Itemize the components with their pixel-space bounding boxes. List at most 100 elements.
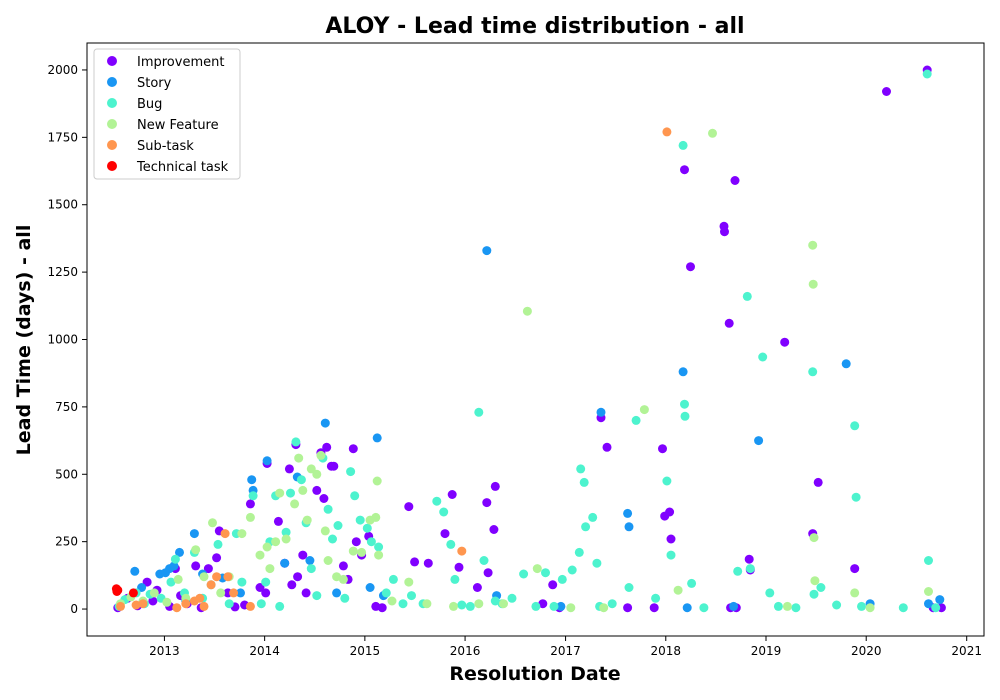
point-improvement-47 [440, 529, 450, 539]
point-improvement-66 [680, 165, 689, 175]
point-improvement-45 [410, 557, 420, 567]
x-tick-label: 2013 [149, 644, 180, 658]
point-improvement-48 [447, 490, 457, 499]
point-bug-27 [306, 564, 316, 574]
point-new-feature-53 [810, 576, 820, 586]
point-bug-62 [574, 547, 584, 557]
point-improvement-79 [850, 564, 860, 574]
point-new-feature-41 [474, 599, 484, 609]
point-improvement-20 [261, 588, 271, 598]
point-bug-66 [588, 512, 598, 522]
point-improvement-46 [423, 558, 433, 568]
point-bug-89 [816, 583, 826, 592]
point-new-feature-30 [338, 574, 348, 584]
legend-marker-sub-task [107, 140, 117, 150]
point-new-feature-5 [173, 574, 183, 584]
point-new-feature-8 [199, 572, 209, 582]
point-improvement-53 [489, 525, 499, 534]
point-sub-task-11 [223, 572, 233, 582]
point-bug-82 [745, 564, 755, 574]
point-improvement-54 [490, 481, 500, 491]
y-tick-label: 1000 [47, 333, 78, 347]
point-improvement-69 [720, 227, 729, 237]
point-new-feature-10 [216, 588, 226, 598]
legend-label-improvement: Improvement [137, 55, 224, 70]
point-story-8 [189, 529, 199, 539]
points-layer [111, 65, 946, 613]
point-bug-47 [446, 539, 456, 549]
point-bug-41 [388, 574, 398, 584]
point-story-5 [169, 561, 179, 571]
legend-label-sub-task: Sub-task [137, 139, 194, 154]
point-improvement-76 [780, 337, 790, 347]
x-tick-label: 2017 [550, 644, 581, 658]
point-story-11 [236, 588, 245, 598]
point-sub-task-8 [206, 580, 216, 590]
point-bug-45 [432, 496, 442, 506]
point-story-15 [280, 558, 290, 568]
point-new-feature-54 [782, 601, 792, 611]
point-bug-51 [474, 407, 484, 417]
point-new-feature-50 [808, 240, 818, 250]
point-story-18 [320, 418, 330, 428]
point-new-feature-13 [245, 512, 255, 522]
point-story-31 [729, 601, 739, 611]
point-new-feature-16 [265, 564, 275, 574]
point-sub-task-6 [195, 593, 205, 603]
point-improvement-70 [724, 318, 734, 328]
point-new-feature-51 [808, 279, 818, 289]
point-new-feature-36 [374, 550, 384, 560]
point-bug-37 [362, 523, 372, 533]
point-new-feature-34 [371, 512, 381, 522]
point-story-14 [262, 456, 272, 466]
x-tick-label: 2020 [851, 644, 882, 658]
point-story-36 [935, 595, 945, 605]
point-bug-67 [592, 558, 602, 568]
point-story-35 [924, 599, 933, 609]
point-improvement-61 [649, 603, 659, 613]
point-improvement-18 [245, 499, 255, 509]
chart-title: ALOY - Lead time distribution - all [325, 14, 744, 39]
point-bug-59 [549, 601, 559, 611]
point-improvement-36 [338, 561, 348, 571]
y-axis-title: Lead Time (days) - all [13, 225, 35, 456]
point-new-feature-38 [404, 577, 414, 587]
y-tick-label: 1500 [47, 198, 78, 212]
legend-marker-improvement [107, 56, 117, 66]
point-bug-76 [680, 399, 689, 409]
y-tick-label: 250 [55, 535, 78, 549]
point-bug-58 [541, 568, 550, 578]
x-axis-title: Resolution Date [449, 663, 620, 685]
point-improvement-29 [301, 588, 311, 598]
point-new-feature-27 [320, 526, 330, 536]
point-new-feature-24 [306, 464, 316, 474]
x-tick-label: 2014 [249, 644, 280, 658]
point-bug-83 [758, 352, 768, 362]
point-new-feature-57 [924, 587, 933, 596]
point-new-feature-43 [522, 306, 532, 316]
point-bug-57 [531, 601, 541, 611]
point-bug-30 [323, 504, 333, 514]
point-sub-task-1 [131, 600, 141, 610]
legend-label-bug: Bug [137, 97, 162, 112]
point-improvement-10 [191, 561, 201, 571]
point-new-feature-55 [850, 588, 860, 598]
x-tick-label: 2018 [651, 644, 682, 658]
point-bug-38 [366, 537, 376, 547]
point-story-25 [556, 601, 566, 611]
point-improvement-56 [548, 580, 558, 590]
point-bug-86 [791, 603, 801, 613]
point-improvement-80 [882, 87, 891, 96]
point-sub-task-7 [199, 601, 209, 611]
point-new-feature-32 [357, 547, 367, 557]
point-improvement-59 [602, 442, 612, 452]
point-story-33 [841, 359, 851, 369]
legend-label-technical-task: Technical task [136, 160, 229, 175]
point-improvement-52 [483, 568, 493, 578]
point-sub-task-15 [662, 127, 672, 137]
point-improvement-4 [148, 596, 158, 606]
point-bug-71 [631, 415, 641, 425]
point-improvement-74 [744, 554, 754, 564]
point-bug-34 [346, 467, 356, 477]
